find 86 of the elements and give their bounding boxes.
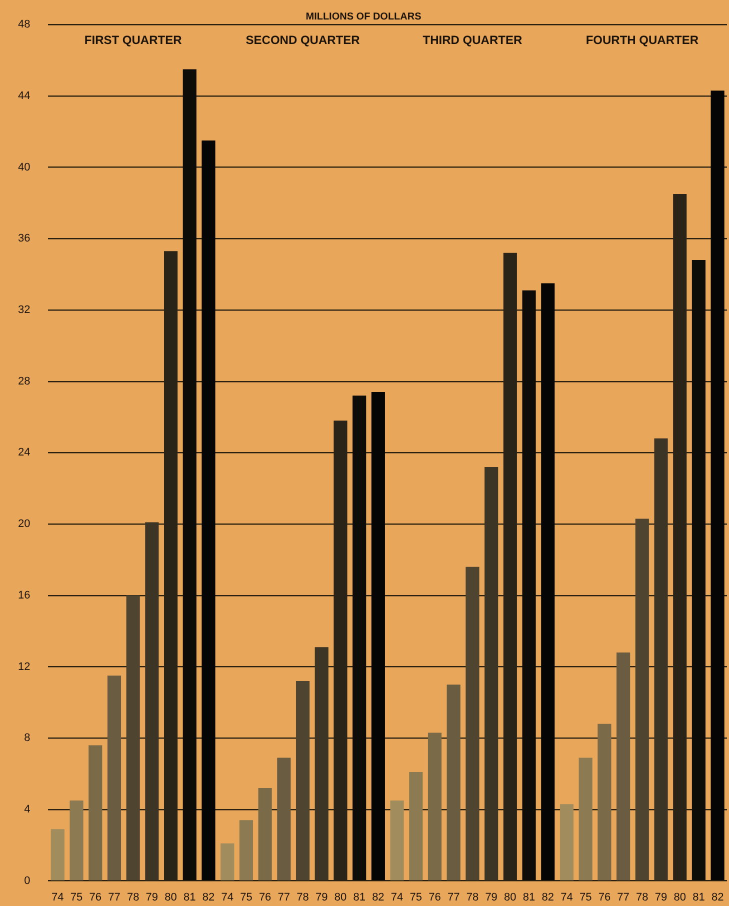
chart-title: MILLIONS OF DOLLARS	[306, 11, 422, 22]
y-tick-label: 20	[18, 518, 30, 530]
bar	[541, 283, 555, 880]
y-tick-label: 12	[18, 660, 30, 673]
bar	[409, 772, 423, 880]
x-tick-label: 78	[296, 891, 309, 904]
bar	[484, 466, 498, 880]
y-tick-label: 0	[24, 874, 30, 887]
x-tick-label: 79	[146, 891, 158, 904]
annotation: FOURTH QUARTER	[586, 32, 699, 47]
y-tick-label: 4	[24, 803, 30, 816]
bar	[145, 522, 159, 880]
x-tick-label: 75	[410, 891, 422, 904]
x-tick-label: 81	[184, 891, 196, 904]
bar	[239, 820, 253, 880]
bar	[126, 595, 140, 880]
annotation: SECOND QUARTER	[246, 32, 360, 47]
x-tick-label: 81	[353, 891, 366, 904]
bar	[314, 647, 328, 880]
x-tick-label: 80	[164, 891, 177, 904]
x-tick-label: 74	[221, 891, 234, 904]
x-tick-label: 75	[240, 891, 252, 904]
y-tick-label: 28	[18, 375, 30, 388]
bar	[522, 290, 536, 880]
bar	[371, 392, 385, 880]
x-tick-label: 74	[390, 891, 404, 904]
bar	[428, 732, 442, 880]
x-tick-label: 81	[522, 891, 536, 904]
x-tick-label: 80	[334, 891, 347, 904]
x-tick-label: 74	[52, 891, 64, 904]
bar	[50, 829, 64, 880]
annotation: THIRD QUARTER	[422, 32, 522, 47]
bar	[598, 724, 612, 880]
y-tick-label: 8	[24, 732, 30, 744]
x-tick-label: 77	[108, 891, 120, 904]
y-tick-label: 44	[18, 90, 30, 102]
bar	[258, 788, 272, 880]
y-tick-label: 24	[18, 446, 30, 459]
x-tick-label: 79	[485, 891, 498, 904]
x-tick-label: 77	[278, 891, 290, 904]
x-tick-label: 74	[560, 891, 573, 904]
bar	[88, 745, 102, 880]
bar	[107, 676, 122, 880]
x-tick-label: 82	[372, 891, 384, 904]
annotation: FIRST QUARTER	[84, 32, 182, 47]
x-tick-label: 81	[692, 891, 705, 904]
bar	[560, 804, 574, 880]
bar	[202, 140, 216, 880]
x-tick-label: 76	[598, 891, 611, 904]
x-tick-label: 76	[428, 891, 441, 904]
bar	[182, 69, 196, 880]
bar	[654, 438, 668, 880]
bar	[635, 518, 649, 880]
bar	[466, 566, 480, 880]
x-tick-label: 78	[636, 891, 648, 904]
bar	[710, 90, 724, 880]
x-tick-label: 77	[447, 891, 460, 904]
bar	[220, 843, 234, 880]
bar	[578, 758, 592, 880]
y-tick-label: 36	[18, 232, 30, 245]
bar	[446, 684, 460, 880]
x-tick-label: 77	[617, 891, 630, 904]
x-tick-label: 78	[126, 891, 140, 904]
bar	[277, 758, 291, 880]
x-tick-label: 75	[70, 891, 83, 904]
x-tick-label: 82	[711, 891, 724, 904]
x-tick-label: 76	[258, 891, 272, 904]
x-tick-label: 79	[654, 891, 668, 904]
y-tick-label: 40	[18, 161, 30, 174]
x-tick-label: 82	[542, 891, 554, 904]
x-tick-label: 79	[316, 891, 328, 904]
y-tick-label: 48	[18, 18, 30, 31]
x-tick-label: 80	[674, 891, 686, 904]
bar	[692, 260, 706, 880]
bar	[390, 800, 404, 880]
bar	[70, 800, 84, 880]
y-tick-label: 32	[18, 304, 30, 316]
x-tick-label: 78	[466, 891, 479, 904]
x-tick-label: 82	[202, 891, 215, 904]
y-tick-label: 16	[18, 589, 30, 602]
bar	[352, 396, 366, 880]
bar	[296, 681, 310, 880]
x-tick-label: 75	[579, 891, 592, 904]
bar	[616, 652, 630, 880]
x-tick-label: 76	[89, 891, 102, 904]
x-tick-label: 80	[504, 891, 516, 904]
